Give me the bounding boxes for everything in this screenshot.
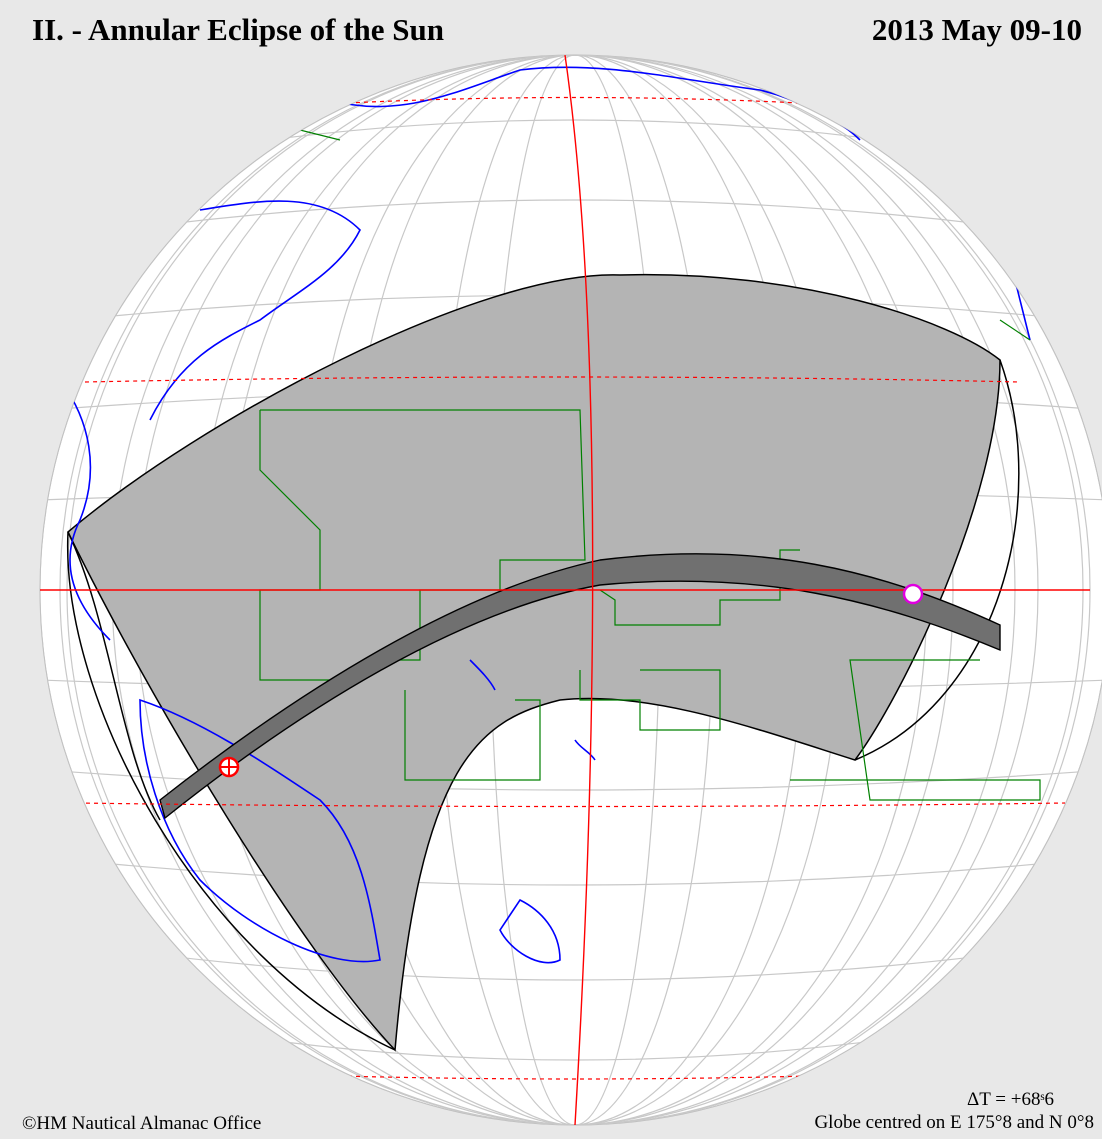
globe-info: ΔT = +68ˢ6 Globe centred on E 175°8 and …	[814, 1088, 1094, 1136]
path-start-marker	[218, 756, 240, 778]
annular-path	[159, 553, 1001, 820]
path-end-marker	[902, 583, 924, 605]
globe-centre-text: Globe centred on E 175°8 and N 0°8	[814, 1112, 1094, 1134]
copyright-notice: ©HM Nautical Almanac Office	[22, 1113, 262, 1134]
delta-t-value: ΔT = +68ˢ6	[967, 1088, 1054, 1110]
penumbra-region	[67, 273, 1001, 1052]
map-title: II. - Annular Eclipse of the Sun	[32, 12, 445, 47]
tropic-lines	[77, 96, 1066, 1080]
eclipse-date: 2013 May 09-10	[871, 12, 1082, 47]
